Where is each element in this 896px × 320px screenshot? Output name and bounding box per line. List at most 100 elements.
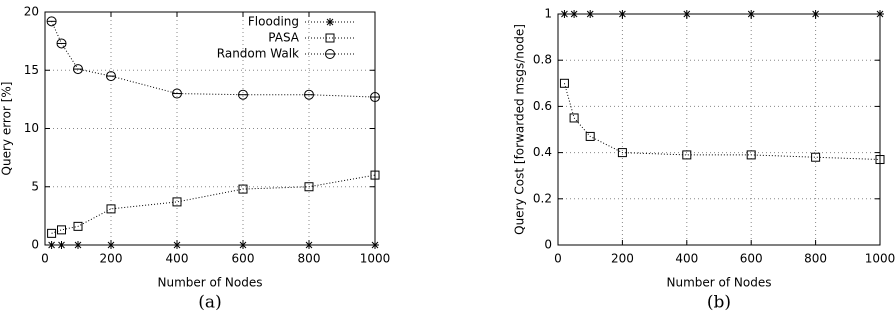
x-tick-label: 1000 [360, 252, 391, 266]
marker [73, 64, 83, 75]
marker [747, 10, 756, 18]
marker-square [57, 225, 66, 235]
marker [172, 88, 182, 99]
y-tick-label: 5 [31, 179, 39, 193]
marker-square [811, 152, 821, 162]
y-tick-label: 20 [24, 5, 39, 19]
x-axis-label: Number of Nodes [667, 276, 772, 290]
marker-square [238, 184, 248, 194]
y-tick-label: 0 [31, 238, 39, 252]
marker [370, 170, 380, 180]
marker-arm [107, 241, 115, 249]
series-line [51, 21, 376, 98]
marker [74, 241, 82, 249]
marker-square [569, 113, 579, 123]
marker [239, 241, 247, 249]
y-tick-label: 15 [24, 63, 39, 77]
marker-arm [58, 241, 65, 249]
marker-arm [570, 10, 578, 18]
x-tick-label: 200 [100, 252, 123, 266]
x-tick-label: 0 [41, 252, 49, 266]
marker [570, 10, 579, 18]
marker [172, 197, 182, 207]
y-axis-label: Query Cost [forwarded msgs/node] [513, 24, 527, 235]
marker [586, 10, 595, 18]
legend-label: Random Walk [217, 47, 299, 61]
marker [746, 150, 756, 160]
marker-square [875, 155, 885, 165]
marker [559, 78, 569, 88]
marker-square [746, 150, 756, 160]
marker [811, 10, 820, 18]
series-line [563, 83, 881, 161]
marker-square [304, 182, 314, 192]
marker [569, 113, 579, 123]
legend-label: Flooding [248, 15, 299, 29]
marker-arm [326, 18, 334, 26]
x-tick-label: 0 [554, 252, 562, 266]
marker-square [617, 148, 627, 158]
marker [173, 241, 181, 249]
marker-arm [561, 10, 568, 18]
marker [57, 241, 66, 249]
marker-arm [812, 10, 819, 18]
marker-arm [305, 241, 313, 249]
marker [304, 89, 314, 100]
y-tick-label: 0.2 [533, 191, 552, 205]
marker [305, 241, 313, 249]
series-line [51, 174, 376, 234]
marker [106, 204, 116, 214]
y-axis-label: Query error [%] [0, 82, 14, 176]
x-tick-label: 600 [740, 252, 763, 266]
marker [371, 241, 379, 249]
marker [585, 131, 595, 141]
marker [106, 71, 116, 82]
y-tick-label: 10 [24, 121, 39, 135]
marker-square [172, 197, 182, 207]
marker-arm [48, 241, 55, 249]
legend-marker [325, 49, 335, 59]
x-tick-label: 800 [804, 252, 827, 266]
y-tick-label: 0.4 [533, 145, 552, 159]
marker [618, 10, 627, 18]
x-axis-label: Number of Nodes [158, 276, 263, 290]
marker [617, 148, 627, 158]
marker-arm [619, 10, 626, 18]
marker-square [585, 131, 595, 141]
x-tick-label: 400 [166, 252, 189, 266]
marker [57, 225, 66, 235]
marker [682, 10, 691, 18]
x-tick-label: 800 [298, 252, 321, 266]
marker-square [106, 204, 116, 214]
legend-marker [325, 33, 335, 43]
x-tick-label: 600 [232, 252, 255, 266]
y-tick-label: 0.6 [533, 99, 552, 113]
marker-square [47, 228, 57, 238]
legend-marker [326, 18, 334, 26]
marker [47, 241, 56, 249]
marker-square [559, 78, 569, 88]
marker [682, 150, 692, 160]
marker [875, 155, 885, 165]
marker [73, 221, 83, 231]
y-tick-label: 1 [544, 7, 552, 21]
y-tick-label: 0.8 [533, 53, 552, 67]
y-tick-label: 0 [544, 238, 552, 252]
x-tick-label: 400 [675, 252, 698, 266]
marker [370, 92, 380, 103]
marker [811, 152, 821, 162]
marker-square [73, 221, 83, 231]
marker-arm [371, 241, 379, 249]
marker-arm [173, 241, 181, 249]
plot-frame [44, 11, 376, 246]
marker [560, 10, 569, 18]
plot-frame [557, 13, 881, 246]
marker-arm [239, 241, 247, 249]
marker [47, 228, 57, 238]
marker [56, 38, 67, 49]
caption: (a) [198, 293, 221, 313]
marker-arm [876, 10, 884, 18]
marker [238, 89, 248, 100]
marker [876, 10, 884, 18]
